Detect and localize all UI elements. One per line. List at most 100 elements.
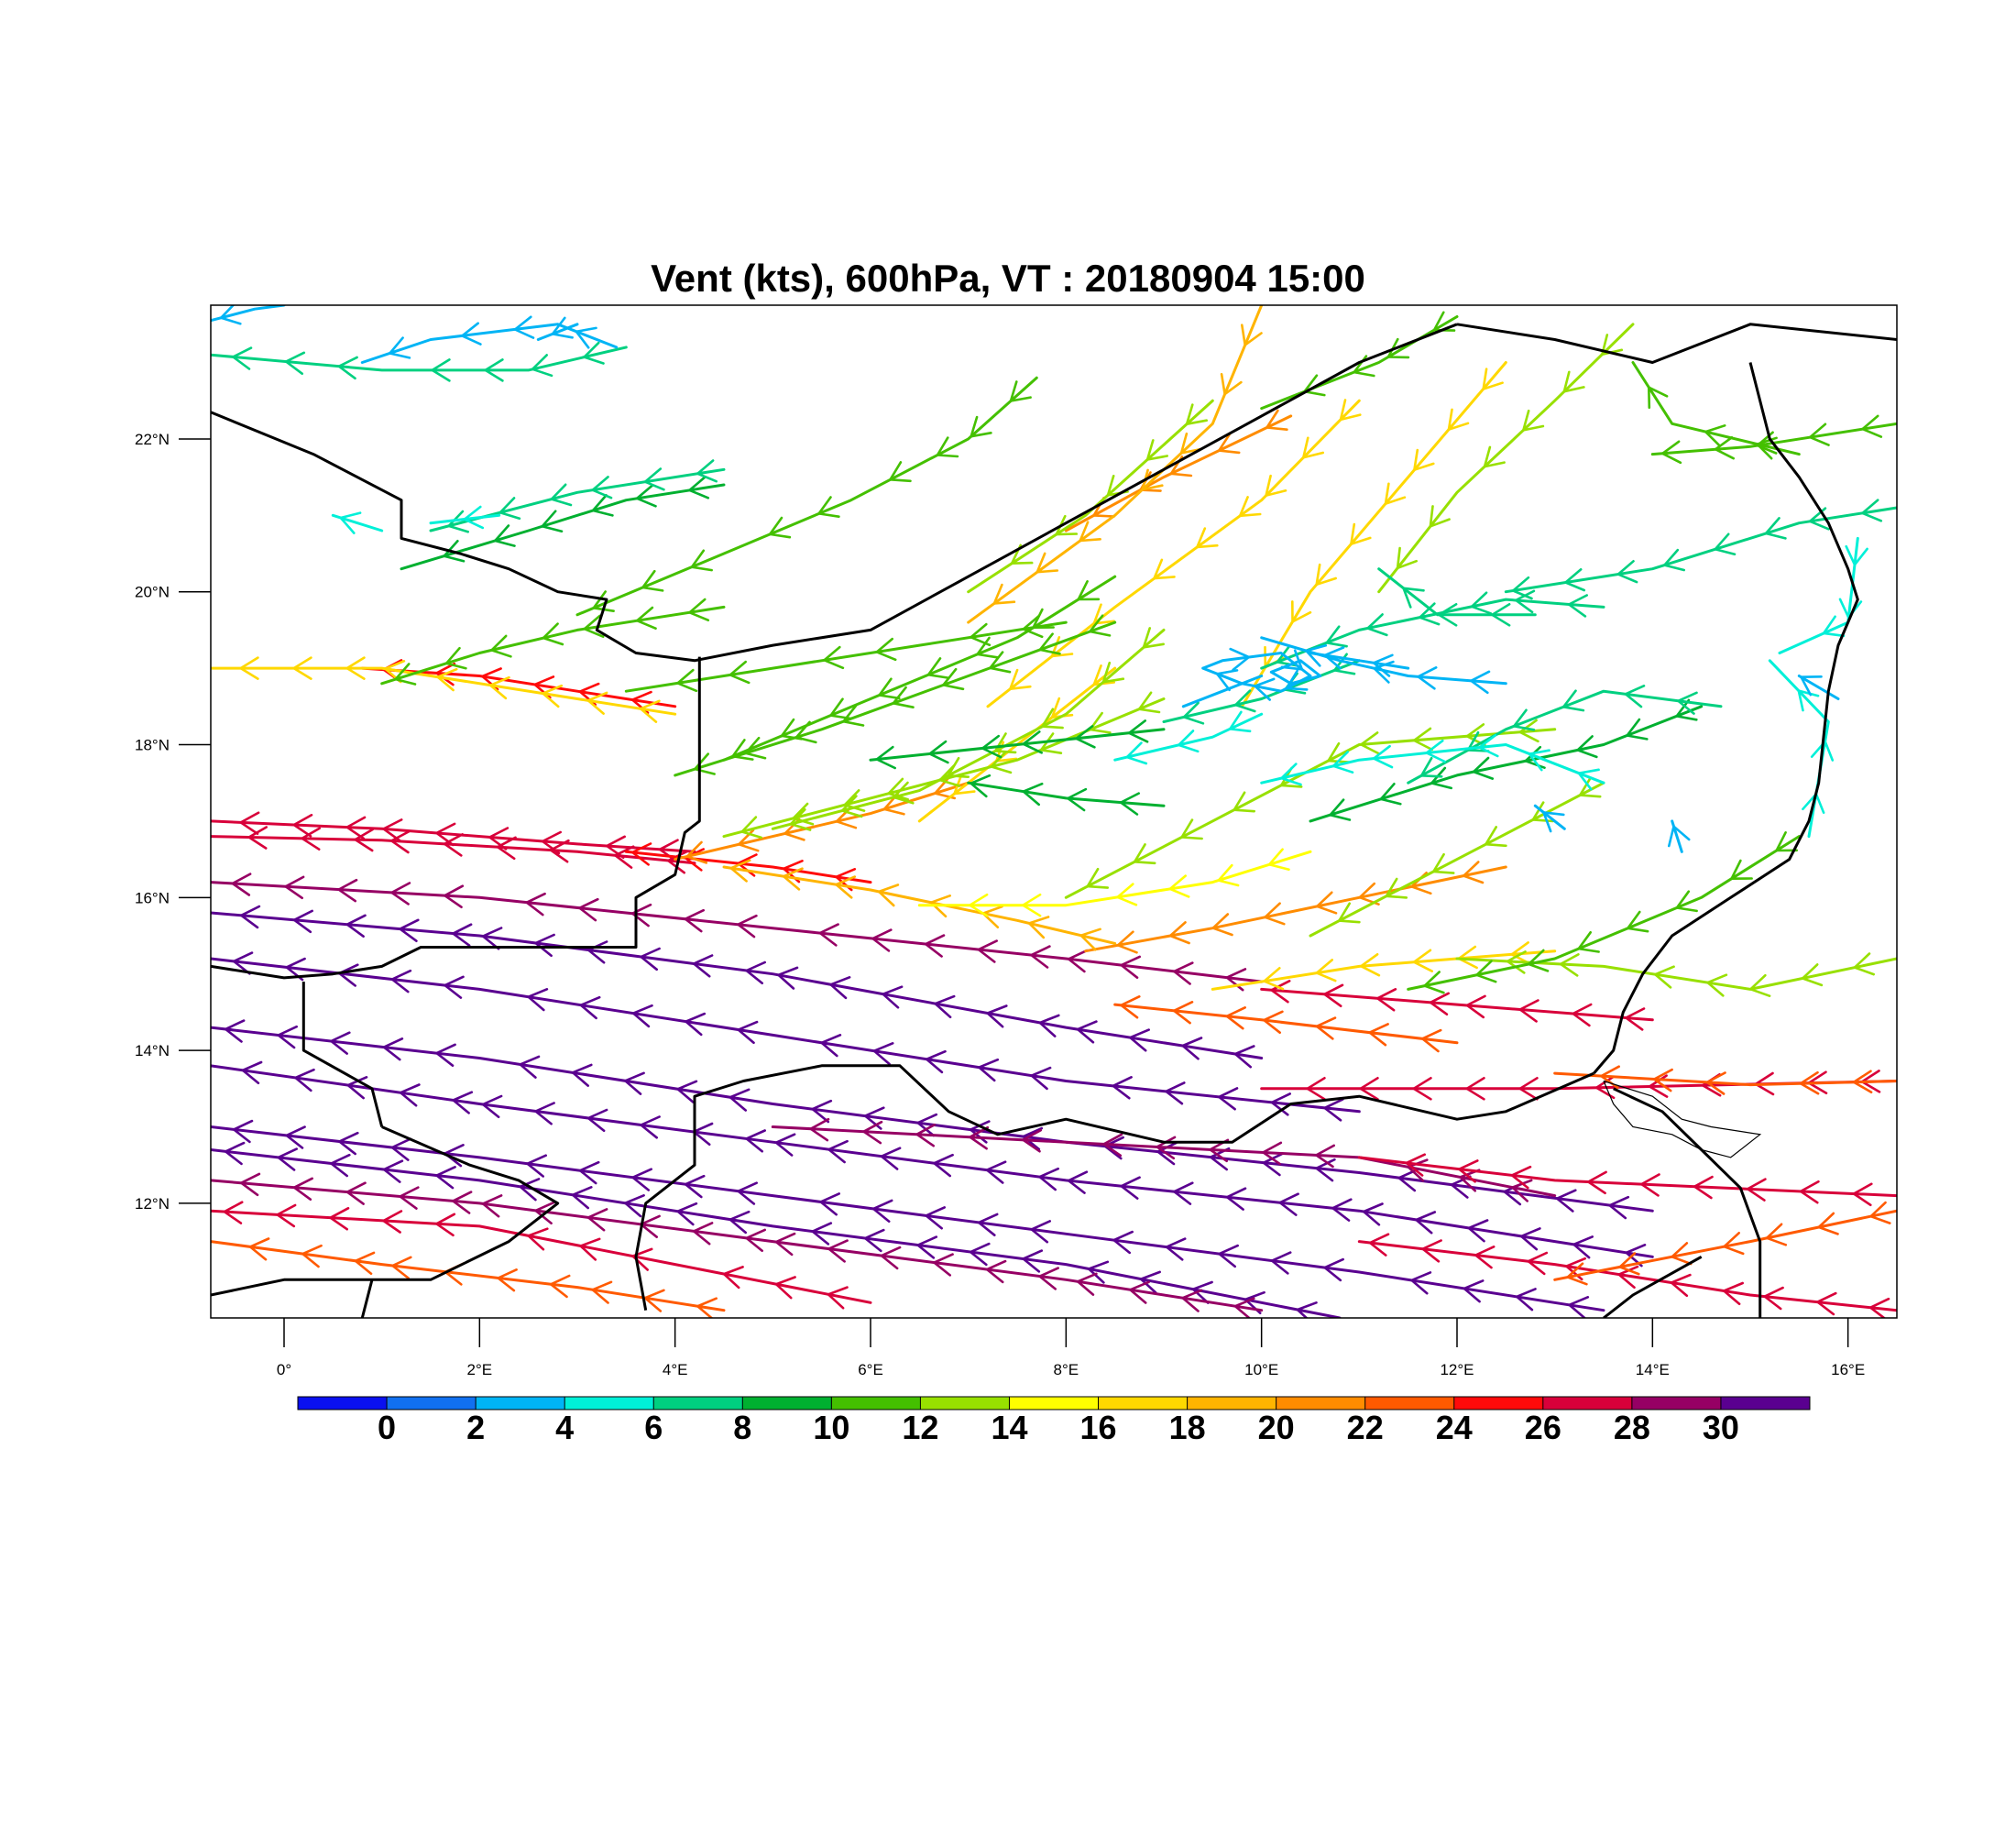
flow-arrowhead	[1567, 594, 1588, 618]
flow-arrowhead	[970, 622, 992, 647]
lat-tick-label: 16°N	[135, 889, 170, 906]
flow-arrowhead	[1075, 725, 1096, 749]
streamline	[211, 341, 628, 382]
flow-arrowhead	[531, 354, 553, 378]
flow-arrowhead	[892, 781, 915, 805]
flow-arrowhead	[1372, 744, 1394, 769]
flow-arrowhead	[224, 1141, 246, 1166]
flow-arrowhead	[1009, 380, 1032, 402]
flow-arrowhead	[934, 776, 956, 800]
flow-arrowhead	[942, 667, 965, 691]
flow-arrowhead	[840, 795, 863, 818]
flow-arrowhead	[1079, 521, 1101, 543]
flow-arrowhead	[292, 656, 312, 680]
flow-arrowhead	[239, 905, 261, 929]
flow-arrowhead	[488, 675, 510, 700]
flow-arrowhead	[463, 505, 485, 530]
flow-arrowhead	[871, 928, 893, 952]
lon-tick-label: 2°E	[467, 1361, 493, 1378]
flow-arrowhead	[729, 1210, 751, 1235]
flow-arrowhead	[1153, 558, 1176, 580]
flow-arrowhead	[631, 1168, 653, 1191]
flow-arrowhead	[484, 358, 504, 382]
flow-arrowhead	[1092, 664, 1115, 686]
flow-arrowhead	[1617, 1265, 1639, 1290]
flow-arrowhead	[693, 752, 716, 775]
flow-arrowhead	[970, 415, 992, 438]
flow-arrowhead	[1419, 756, 1443, 778]
flow-arrowhead	[696, 459, 718, 483]
streamline	[211, 1201, 872, 1310]
flow-arrowhead	[1515, 1288, 1537, 1312]
flow-arrowhead	[1868, 1297, 1890, 1318]
flow-arrowhead	[1076, 1020, 1098, 1044]
flow-arrowhead	[1430, 766, 1452, 790]
lat-tick-label: 14°N	[135, 1042, 170, 1059]
flow-arrowhead	[1561, 689, 1585, 712]
colorbar-label: 0	[378, 1409, 396, 1446]
flow-arrowhead	[444, 646, 467, 670]
flow-arrowhead	[354, 1251, 376, 1275]
flow-arrowhead	[1216, 669, 1239, 692]
flow-arrowhead	[676, 668, 698, 693]
flow-arrowhead	[1315, 563, 1337, 587]
streamline-path	[400, 483, 726, 571]
flow-arrowhead	[926, 657, 950, 679]
streamline-path	[674, 781, 970, 862]
streamline	[917, 848, 1312, 917]
flow-arrowhead	[301, 827, 322, 851]
flow-arrowhead	[292, 813, 313, 838]
flow-arrowhead	[1039, 732, 1063, 755]
flow-arrowhead	[768, 516, 792, 539]
flow-arrowhead	[877, 884, 900, 907]
streamline	[211, 1141, 1342, 1318]
flow-arrowhead	[591, 476, 613, 499]
streamline-path	[1240, 361, 1507, 708]
lon-tick-label: 8°E	[1054, 1361, 1079, 1378]
flow-arrowhead	[823, 645, 845, 670]
flow-arrowhead	[1470, 670, 1491, 695]
colorbar-swatch	[1453, 1397, 1544, 1410]
country-border	[1613, 1087, 1762, 1318]
flow-arrowhead	[1627, 910, 1649, 933]
colorbar-label: 18	[1169, 1409, 1206, 1446]
lon-tick-label: 10°E	[1244, 1361, 1278, 1378]
flow-arrowhead	[390, 1137, 412, 1161]
flow-arrowhead	[1185, 403, 1208, 426]
colorbar-swatch	[1276, 1397, 1366, 1410]
colorbar-label: 26	[1525, 1409, 1561, 1446]
flow-arrowhead	[875, 745, 897, 770]
streamline	[1211, 941, 1557, 991]
lon-tick-label: 12°E	[1440, 1361, 1474, 1378]
flow-arrowhead	[399, 1186, 420, 1210]
flow-arrowhead	[1386, 337, 1410, 359]
flow-arrowhead	[1233, 1045, 1255, 1069]
streamline	[1357, 1233, 1897, 1318]
flow-arrowhead	[1102, 1133, 1123, 1158]
flow-arrowhead	[1482, 368, 1504, 390]
flow-arrowhead	[977, 1213, 999, 1236]
flow-arrowhead	[1165, 1237, 1187, 1261]
colorbar-label: 2	[466, 1409, 485, 1446]
flow-arrowhead	[631, 1004, 653, 1028]
flow-arrowhead	[550, 483, 573, 507]
flow-arrowhead	[1267, 848, 1290, 872]
lat-tick-label: 22°N	[135, 431, 170, 448]
flow-arrowhead	[631, 1247, 653, 1271]
flow-arrowhead	[1852, 1070, 1873, 1093]
flow-arrowhead	[1079, 927, 1101, 951]
flow-arrowhead	[1339, 399, 1362, 422]
flow-arrowhead	[1168, 874, 1190, 898]
flow-arrowhead	[1522, 409, 1545, 432]
flow-arrowhead	[1366, 613, 1388, 637]
streamline	[1269, 659, 1322, 686]
flow-arrowhead	[1562, 370, 1585, 393]
colorbar-swatch	[1009, 1397, 1100, 1410]
flow-arrowhead	[630, 903, 652, 927]
flow-arrowhead	[1799, 1070, 1820, 1095]
streamline	[1553, 1065, 1897, 1095]
streamline-path	[211, 1209, 872, 1304]
flow-arrowhead	[285, 1125, 306, 1149]
flow-arrowhead	[1648, 386, 1669, 410]
streamline	[1377, 567, 1537, 627]
